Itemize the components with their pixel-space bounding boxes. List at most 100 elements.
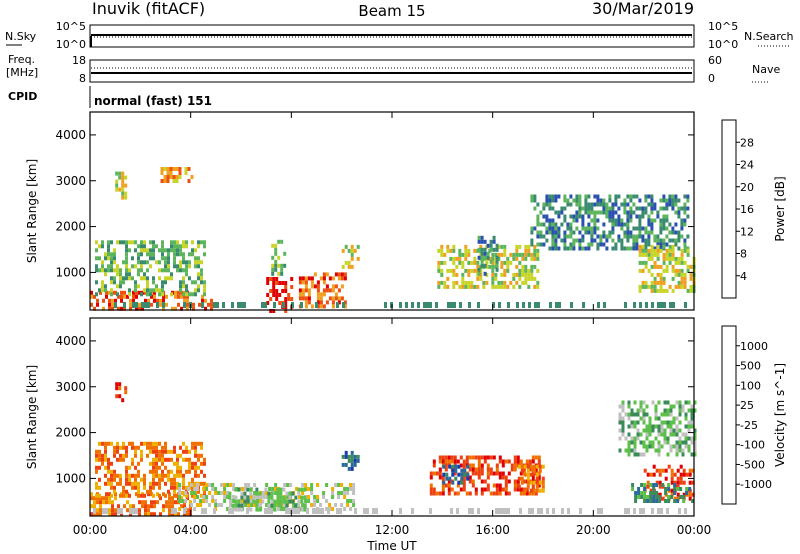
echo-cell — [657, 428, 661, 433]
echo-cell — [164, 248, 167, 253]
echo-cell — [520, 480, 524, 485]
echo-cell — [146, 284, 149, 289]
echo-cell — [660, 428, 664, 433]
echo-cell — [548, 202, 552, 207]
echo-cell — [185, 272, 188, 277]
echo-cell — [641, 248, 645, 253]
echo-cell — [669, 420, 673, 425]
echo-cell — [307, 487, 311, 491]
echo-cell — [176, 473, 179, 478]
echo-cell — [483, 455, 487, 460]
echo-cell — [671, 202, 675, 207]
echo-cell — [349, 487, 353, 491]
echo-cell — [498, 491, 502, 496]
echo-cell — [185, 244, 188, 249]
echo-cell — [453, 459, 457, 464]
echo-cell — [172, 175, 176, 179]
echo-cell — [104, 268, 107, 273]
echo-cell — [501, 459, 505, 464]
echo-cell — [533, 256, 537, 261]
echo-cell — [128, 481, 131, 486]
echo-cell — [623, 222, 627, 227]
ground-scatter-cell — [321, 508, 324, 514]
echo-cell — [158, 260, 161, 265]
echo-cell — [95, 453, 98, 458]
echo-cell — [185, 264, 188, 269]
echo-cell — [304, 483, 308, 487]
echo-cell — [290, 285, 294, 289]
echo-cell — [119, 477, 122, 482]
echo-cell — [657, 440, 661, 445]
colorbar-tick-label: -1000 — [740, 478, 772, 491]
echo-cell — [662, 222, 666, 227]
echo-cell — [488, 256, 492, 261]
ground-scatter-cell — [447, 302, 450, 308]
ground-scatter-cell — [633, 302, 636, 308]
echo-cell — [294, 495, 298, 500]
echo-cell — [134, 445, 137, 450]
echo-cell — [548, 222, 552, 227]
echo-cell — [608, 210, 612, 215]
echo-cell — [138, 508, 141, 513]
echo-cell — [474, 491, 478, 496]
echo-cell — [587, 230, 591, 235]
echo-cell — [633, 400, 637, 405]
echo-cell — [149, 240, 152, 245]
echo-cell — [307, 288, 311, 293]
echo-cell — [649, 488, 653, 493]
echo-cell — [509, 260, 513, 265]
echo-cell — [277, 271, 281, 276]
echo-cell — [452, 272, 456, 277]
echo-cell — [668, 260, 672, 265]
echo-cell — [647, 238, 651, 243]
echo-cell — [193, 487, 197, 491]
echo-cell — [294, 503, 298, 508]
echo-cell — [678, 428, 682, 433]
echo-cell — [174, 294, 177, 299]
echo-cell — [275, 289, 279, 293]
echo-cell — [177, 302, 180, 307]
echo-cell — [322, 292, 326, 297]
echo-cell — [670, 492, 674, 497]
echo-cell — [153, 500, 156, 505]
echo-cell — [111, 508, 114, 513]
echo-cell — [98, 441, 101, 446]
echo-cell — [250, 495, 254, 499]
echo-cell — [631, 483, 635, 487]
echo-cell — [653, 218, 657, 223]
echo-cell — [644, 198, 648, 203]
echo-cell — [455, 280, 459, 285]
echo-cell — [113, 280, 116, 285]
echo-cell — [650, 256, 654, 261]
echo-cell — [187, 179, 191, 183]
echo-cell — [516, 459, 520, 464]
echo-cell — [108, 496, 111, 501]
echo-cell — [578, 206, 582, 211]
echo-cell — [551, 238, 555, 243]
echo-cell — [152, 276, 155, 281]
echo-cell — [98, 453, 101, 458]
echo-cell — [664, 476, 668, 481]
echo-cell — [518, 276, 522, 281]
echo-cell — [621, 404, 625, 409]
ground-scatter-cell — [336, 302, 339, 308]
echo-cell — [205, 499, 209, 503]
echo-cell — [516, 455, 520, 460]
echo-cell — [456, 491, 460, 496]
echo-cell — [657, 448, 661, 453]
echo-cell — [617, 194, 621, 199]
echo-cell — [671, 194, 675, 199]
echo-cell — [158, 477, 161, 482]
echo-cell — [605, 206, 609, 211]
ground-scatter-cell — [129, 508, 132, 514]
echo-cell — [116, 240, 119, 245]
echo-cell — [191, 292, 194, 297]
echo-cell — [680, 256, 684, 261]
ground-scatter-cell — [123, 302, 126, 308]
echo-cell — [510, 467, 514, 472]
echo-cell — [167, 260, 170, 265]
echo-cell — [611, 230, 615, 235]
echo-cell — [200, 469, 203, 474]
echo-cell — [179, 248, 182, 253]
nsky-label: N.Sky — [5, 30, 37, 43]
